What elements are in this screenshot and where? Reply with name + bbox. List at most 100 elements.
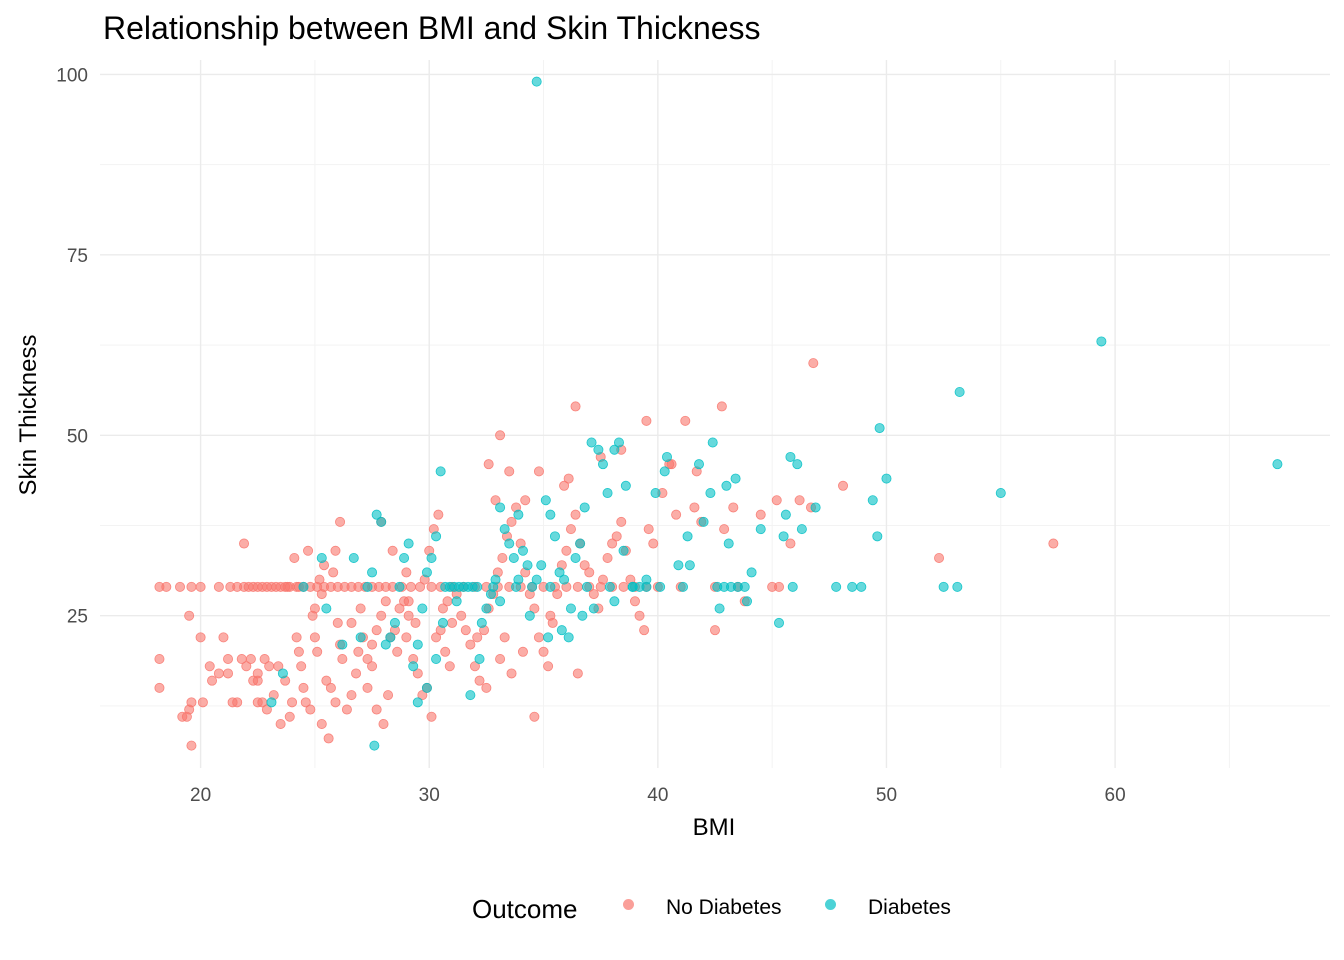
point-diabetes <box>465 690 476 701</box>
point-no-diabetes <box>552 589 563 600</box>
point-diabetes <box>586 437 597 448</box>
point-no-diabetes <box>309 603 320 614</box>
point-no-diabetes <box>332 617 343 628</box>
point-no-diabetes <box>543 661 554 672</box>
point-no-diabetes <box>186 581 197 592</box>
point-diabetes <box>1096 336 1107 347</box>
point-diabetes <box>810 502 821 513</box>
point-diabetes <box>1272 459 1283 470</box>
point-diabetes <box>545 581 556 592</box>
x-tick-label: 60 <box>1105 785 1126 806</box>
point-no-diabetes <box>689 502 700 513</box>
point-no-diabetes <box>504 466 515 477</box>
point-diabetes <box>408 661 419 672</box>
point-diabetes <box>348 552 359 563</box>
point-diabetes <box>495 502 506 513</box>
point-diabetes <box>609 596 620 607</box>
point-diabetes <box>881 473 892 484</box>
point-diabetes <box>513 509 524 520</box>
point-diabetes <box>774 617 785 628</box>
point-diabetes <box>417 603 428 614</box>
point-no-diabetes <box>287 697 298 708</box>
point-diabetes <box>872 531 883 542</box>
point-no-diabetes <box>602 552 613 563</box>
point-no-diabetes <box>195 632 206 643</box>
point-diabetes <box>559 574 570 585</box>
point-no-diabetes <box>213 668 224 679</box>
point-diabetes <box>367 567 378 578</box>
x-tick-label: 30 <box>419 785 440 806</box>
point-no-diabetes <box>517 646 528 657</box>
point-no-diabetes <box>634 610 645 621</box>
point-no-diabetes <box>314 574 325 585</box>
point-diabetes <box>714 603 725 614</box>
point-no-diabetes <box>300 697 311 708</box>
point-no-diabetes <box>392 646 403 657</box>
point-diabetes <box>604 581 615 592</box>
point-no-diabetes <box>296 661 307 672</box>
point-no-diabetes <box>282 581 293 592</box>
point-diabetes <box>412 697 423 708</box>
point-no-diabetes <box>362 682 373 693</box>
point-no-diabetes <box>213 581 224 592</box>
point-no-diabetes <box>275 718 286 729</box>
point-no-diabetes <box>474 675 485 686</box>
point-no-diabetes <box>401 632 412 643</box>
point-diabetes <box>730 473 741 484</box>
point-no-diabetes <box>239 538 250 549</box>
point-diabetes <box>321 603 332 614</box>
point-no-diabetes <box>223 668 234 679</box>
point-diabetes <box>597 459 608 470</box>
point-no-diabetes <box>415 581 426 592</box>
point-diabetes <box>556 625 567 636</box>
point-no-diabetes <box>316 718 327 729</box>
point-diabetes <box>421 682 432 693</box>
point-diabetes <box>362 581 373 592</box>
point-no-diabetes <box>469 661 480 672</box>
point-diabetes <box>426 552 437 563</box>
point-diabetes <box>739 581 750 592</box>
point-no-diabetes <box>563 473 574 484</box>
y-tick-label: 100 <box>56 65 88 86</box>
point-no-diabetes <box>716 401 727 412</box>
point-no-diabetes <box>426 711 437 722</box>
point-diabetes <box>792 459 803 470</box>
point-no-diabetes <box>648 538 659 549</box>
point-diabetes <box>385 632 396 643</box>
point-no-diabetes <box>261 704 272 715</box>
point-diabetes <box>545 509 556 520</box>
point-no-diabetes <box>378 718 389 729</box>
point-no-diabetes <box>376 610 387 621</box>
point-diabetes <box>693 459 704 470</box>
point-no-diabetes <box>671 509 682 520</box>
point-no-diabetes <box>572 581 583 592</box>
point-no-diabetes <box>506 668 517 679</box>
point-diabetes <box>474 654 485 665</box>
point-no-diabetes <box>223 654 234 665</box>
point-diabetes <box>742 596 753 607</box>
point-diabetes <box>995 488 1006 499</box>
point-diabetes <box>952 581 963 592</box>
legend-label-diabetes: Diabetes <box>868 896 951 919</box>
point-no-diabetes <box>490 495 501 506</box>
point-no-diabetes <box>794 495 805 506</box>
point-no-diabetes <box>495 430 506 441</box>
point-no-diabetes <box>197 697 208 708</box>
point-no-diabetes <box>680 415 691 426</box>
point-no-diabetes <box>570 401 581 412</box>
point-no-diabetes <box>371 704 382 715</box>
point-no-diabetes <box>483 459 494 470</box>
point-no-diabetes <box>337 654 348 665</box>
point-no-diabetes <box>607 538 618 549</box>
point-no-diabetes <box>303 545 314 556</box>
point-no-diabetes <box>323 733 334 744</box>
point-no-diabetes <box>533 466 544 477</box>
point-diabetes <box>440 581 451 592</box>
point-diabetes <box>627 581 638 592</box>
point-no-diabetes <box>838 480 849 491</box>
point-no-diabetes <box>284 711 295 722</box>
point-diabetes <box>543 632 554 643</box>
point-diabetes <box>650 488 661 499</box>
point-diabetes <box>673 560 684 571</box>
point-diabetes <box>431 654 442 665</box>
